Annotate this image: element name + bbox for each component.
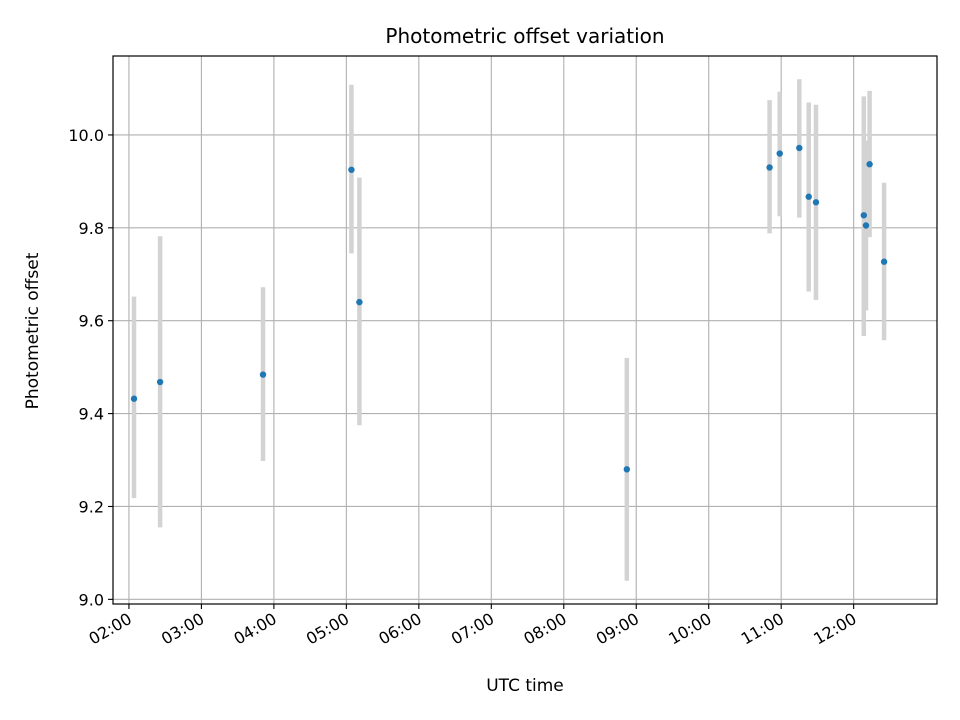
- y-tick-label: 9.8: [79, 219, 104, 238]
- plot-frame: [112, 55, 938, 605]
- data-point: [130, 395, 138, 402]
- y-tick-label: 9.6: [79, 312, 104, 331]
- x-tick-label: 07:00: [448, 609, 497, 649]
- data-point: [348, 166, 355, 173]
- x-axis-label: UTC time: [486, 676, 564, 696]
- x-tick-label: 10:00: [665, 609, 714, 649]
- data-point: [156, 378, 164, 386]
- x-tick-label: 03:00: [158, 609, 207, 649]
- x-tick-label: 06:00: [375, 609, 424, 649]
- data-point: [796, 144, 803, 152]
- y-tick-label: 9.0: [79, 590, 104, 609]
- y-tick-label: 9.2: [79, 497, 104, 516]
- data-point: [766, 164, 773, 171]
- x-tick-label: 09:00: [593, 609, 642, 649]
- chart-title: Photometric offset variation: [385, 24, 664, 48]
- data-points: [130, 144, 888, 473]
- data-point: [880, 258, 888, 265]
- data-point: [812, 199, 820, 206]
- data-point: [356, 298, 363, 306]
- data-point: [862, 222, 870, 229]
- y-tick-label: 10.0: [68, 126, 104, 145]
- grid-lines: [113, 56, 937, 604]
- x-tick-label: 12:00: [810, 609, 859, 649]
- axis-ticks: 02:00 03:00 04:00 05:00 06:00 07:00 08:00 09:00…: [68, 126, 859, 649]
- x-tick-label: 11:00: [738, 609, 787, 649]
- y-tick-label: 9.4: [79, 405, 104, 424]
- x-tick-label: 05:00: [303, 609, 352, 649]
- data-point: [259, 371, 267, 378]
- data-point: [860, 212, 868, 219]
- data-point: [623, 466, 631, 473]
- x-tick-label: 04:00: [230, 609, 279, 649]
- data-point: [866, 161, 873, 168]
- y-axis-label: Photometric offset: [23, 252, 43, 409]
- error-bars: [131, 79, 887, 581]
- data-point: [805, 193, 812, 200]
- x-tick-label: 02:00: [86, 609, 135, 649]
- x-tick-label: 08:00: [520, 609, 569, 649]
- data-point: [776, 150, 783, 157]
